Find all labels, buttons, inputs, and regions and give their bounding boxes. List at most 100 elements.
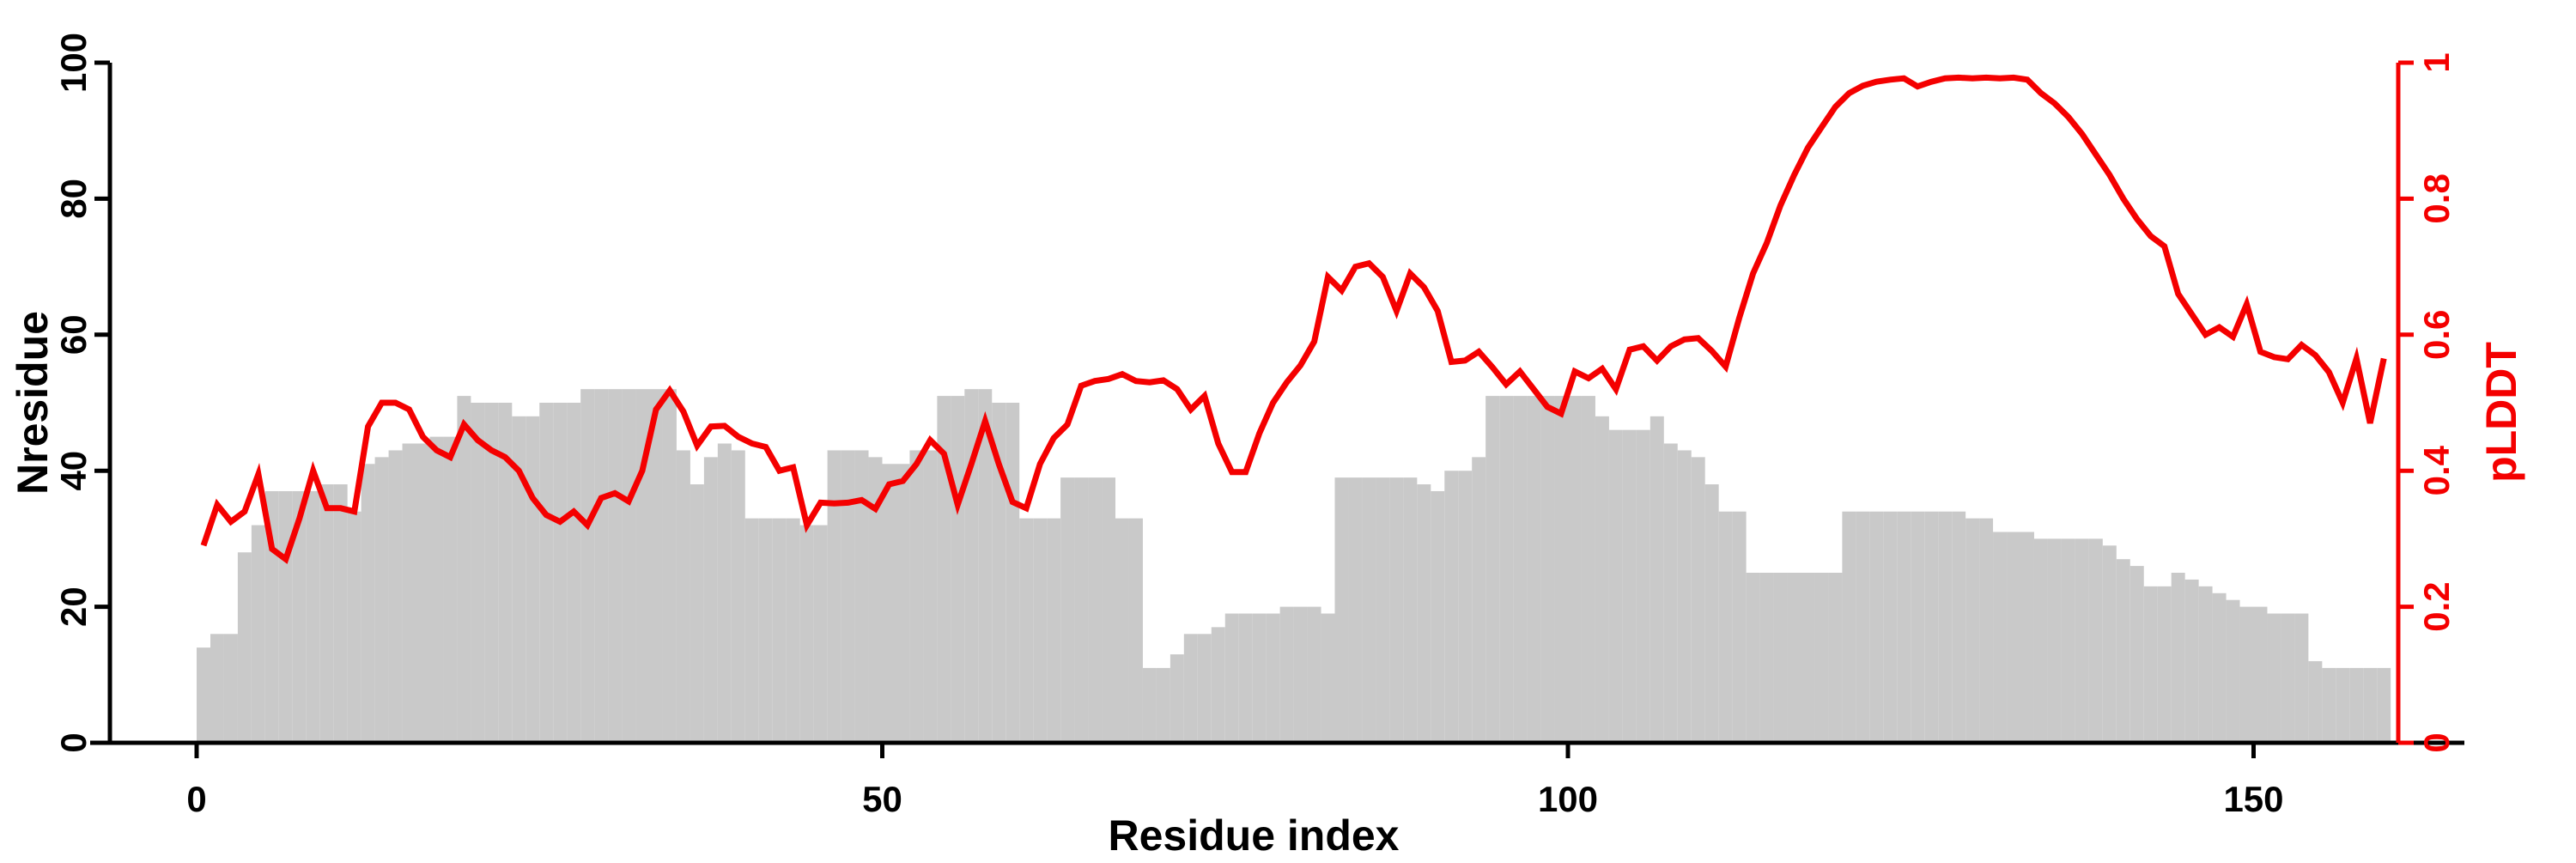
bar <box>1677 450 1692 743</box>
bar <box>2363 667 2378 743</box>
bar <box>1307 606 1321 743</box>
x-axis-ticks: 0 50 100 150 <box>186 743 2284 819</box>
left-tick-label: 0 <box>53 732 94 752</box>
bar <box>1293 606 1308 743</box>
bar <box>553 403 568 743</box>
x-tick-label: 50 <box>862 779 902 819</box>
bar <box>210 634 224 743</box>
bar <box>1568 396 1582 743</box>
bar <box>1608 429 1623 743</box>
bar <box>567 403 581 743</box>
bar <box>1897 511 1911 743</box>
bar <box>1828 573 1843 743</box>
right-tick-label: 1 <box>2416 52 2457 72</box>
bar <box>1869 511 1884 743</box>
bar <box>1856 511 1870 743</box>
bar <box>2129 566 2144 743</box>
bar <box>388 450 403 743</box>
bar <box>1403 477 1418 743</box>
bar <box>772 518 787 743</box>
bar <box>1128 518 1143 743</box>
right-tick-label: 0 <box>2416 732 2457 752</box>
left-axis-title: Nresidue <box>9 311 57 495</box>
x-tick-label: 0 <box>186 779 206 819</box>
bar <box>1732 511 1747 743</box>
bar <box>1115 518 1129 743</box>
bar <box>443 436 458 743</box>
bar <box>223 634 238 743</box>
bar <box>1197 634 1212 743</box>
bar <box>662 389 677 743</box>
bar <box>1842 511 1856 743</box>
bar <box>1389 477 1404 743</box>
bar <box>416 443 430 743</box>
bar <box>2267 613 2281 743</box>
bar <box>1773 573 1788 743</box>
bar <box>1431 490 1445 743</box>
plddt-line <box>200 74 2387 564</box>
bar <box>1142 667 1157 743</box>
bar <box>1102 477 1115 743</box>
bar <box>1814 573 1829 743</box>
bar <box>1238 613 1253 743</box>
bar <box>498 403 513 743</box>
bar <box>937 396 951 743</box>
bar <box>1266 613 1280 743</box>
bar <box>1088 477 1103 743</box>
bar <box>1938 511 1953 743</box>
left-tick-label: 40 <box>53 451 94 491</box>
bar <box>2157 586 2172 743</box>
bar <box>1527 396 1541 743</box>
bar <box>580 389 595 743</box>
bar <box>1636 429 1650 743</box>
bar <box>1417 484 1431 743</box>
bar <box>361 464 375 743</box>
bar <box>1540 396 1555 743</box>
bar <box>1047 518 1061 743</box>
bar <box>1595 416 1609 743</box>
bar <box>484 403 499 743</box>
bar <box>2212 593 2227 743</box>
bar <box>2020 532 2034 743</box>
bar <box>951 396 965 743</box>
bar <box>1252 613 1267 743</box>
bar <box>799 525 814 743</box>
bar <box>1444 471 1459 743</box>
bar <box>1362 477 1376 743</box>
bar <box>786 518 800 743</box>
bar <box>1979 518 1994 743</box>
bar <box>841 450 855 743</box>
bar <box>1183 634 1198 743</box>
bar <box>2047 538 2062 743</box>
bar <box>1224 613 1239 743</box>
bar <box>1718 511 1733 743</box>
right-axis-ticks: 0 0.2 0.4 0.6 0.8 1 <box>2398 52 2457 753</box>
bar <box>1074 477 1089 743</box>
bar <box>292 490 307 743</box>
bar <box>319 484 334 743</box>
left-axis-ticks: 0 20 40 60 80 100 <box>53 33 110 753</box>
left-tick-label: 20 <box>53 586 94 627</box>
bar <box>2336 667 2350 743</box>
bar <box>2253 606 2268 743</box>
bar <box>278 490 293 743</box>
bar <box>690 484 704 743</box>
bar <box>1376 477 1390 743</box>
bar <box>1060 477 1075 743</box>
bar <box>923 450 938 743</box>
bar <box>2171 573 2185 743</box>
bar <box>594 389 609 743</box>
bar <box>1019 518 1034 743</box>
bar <box>2116 559 2130 743</box>
left-tick-label: 60 <box>53 314 94 355</box>
x-tick-label: 100 <box>1538 779 1598 819</box>
bar <box>251 525 265 743</box>
bar <box>868 457 883 743</box>
bar <box>2281 613 2295 743</box>
bar <box>1993 532 2008 743</box>
bar <box>1005 403 1020 743</box>
bar <box>1211 627 1225 743</box>
bar <box>2322 667 2336 743</box>
bar <box>1883 511 1898 743</box>
